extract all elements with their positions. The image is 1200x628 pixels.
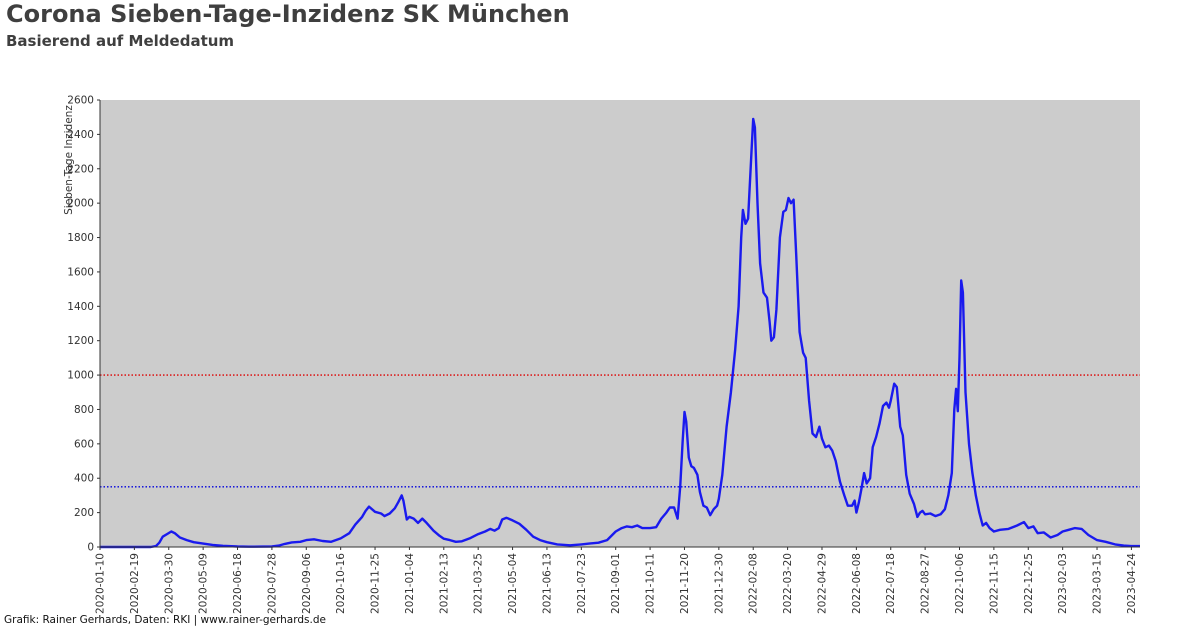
- y-tick-label: 400: [74, 473, 94, 485]
- x-tick-label: 2022-07-18: [885, 553, 897, 614]
- x-tick-label: 2023-02-03: [1057, 553, 1069, 614]
- y-tick-label: 2000: [67, 198, 94, 210]
- x-tick-label: 2021-07-23: [576, 553, 588, 614]
- x-tick-label: 2021-05-04: [507, 553, 519, 614]
- y-axis-label: Sieben-Tage Inzidenz: [63, 105, 75, 215]
- x-tick-label: 2020-01-10: [95, 553, 107, 614]
- y-tick-label: 1400: [67, 301, 94, 313]
- x-tick-label: 2021-06-13: [541, 553, 553, 614]
- x-tick-label: 2023-04-24: [1126, 553, 1138, 614]
- x-tick-label: 2021-02-13: [438, 553, 450, 614]
- x-tick-label: 2020-10-16: [335, 553, 347, 614]
- y-tick-label: 800: [74, 404, 94, 416]
- x-tick-label: 2022-08-27: [920, 553, 932, 614]
- x-tick-label: 2020-11-25: [370, 553, 382, 614]
- incidence-series-line: [100, 117, 1140, 549]
- x-tick-label: 2021-03-25: [473, 553, 485, 614]
- y-tick-label: 0: [87, 542, 94, 554]
- x-tick-label: 2022-11-15: [988, 553, 1000, 614]
- plot-background: [100, 100, 1140, 547]
- x-tick-label: 2021-09-01: [610, 553, 622, 614]
- y-tick-label: 600: [74, 438, 94, 450]
- x-tick-label: 2022-04-29: [816, 553, 828, 614]
- y-tick-label: 1800: [67, 232, 94, 244]
- y-tick-label: 1600: [67, 266, 94, 278]
- y-tick-label: 2400: [67, 129, 94, 141]
- x-tick-label: 2021-11-20: [679, 553, 691, 614]
- y-tick-label: 1000: [67, 370, 94, 382]
- x-tick-label: 2020-06-18: [232, 553, 244, 614]
- chart-title: Corona Sieben-Tage-Inzidenz SK München: [6, 0, 570, 28]
- y-tick-label: 1200: [67, 335, 94, 347]
- footer-credit: Grafik: Rainer Gerhards, Daten: RKI | ww…: [4, 614, 326, 626]
- x-tick-label: 2021-12-30: [713, 553, 725, 614]
- x-tick-label: 2022-02-08: [748, 553, 760, 614]
- x-tick-label: 2023-03-15: [1092, 553, 1104, 614]
- x-tick-label: 2020-05-09: [198, 553, 210, 614]
- x-tick-label: 2021-01-04: [404, 553, 416, 614]
- x-tick-label: 2022-06-08: [851, 553, 863, 614]
- y-tick-label: 2600: [67, 95, 94, 107]
- x-tick-label: 2022-03-20: [782, 553, 794, 614]
- x-tick-label: 2022-12-25: [1023, 553, 1035, 614]
- x-tick-label: 2020-09-06: [301, 553, 313, 614]
- y-tick-label: 200: [74, 507, 94, 519]
- x-tick-label: 2020-07-28: [266, 553, 278, 614]
- x-tick-label: 2021-10-11: [645, 553, 657, 614]
- x-tick-label: 2020-02-19: [129, 553, 141, 614]
- x-tick-label: 2022-10-06: [954, 553, 966, 614]
- x-tick-label: 2020-03-30: [163, 553, 175, 614]
- y-tick-label: 2200: [67, 163, 94, 175]
- chart-subtitle: Basierend auf Meldedatum: [6, 32, 235, 50]
